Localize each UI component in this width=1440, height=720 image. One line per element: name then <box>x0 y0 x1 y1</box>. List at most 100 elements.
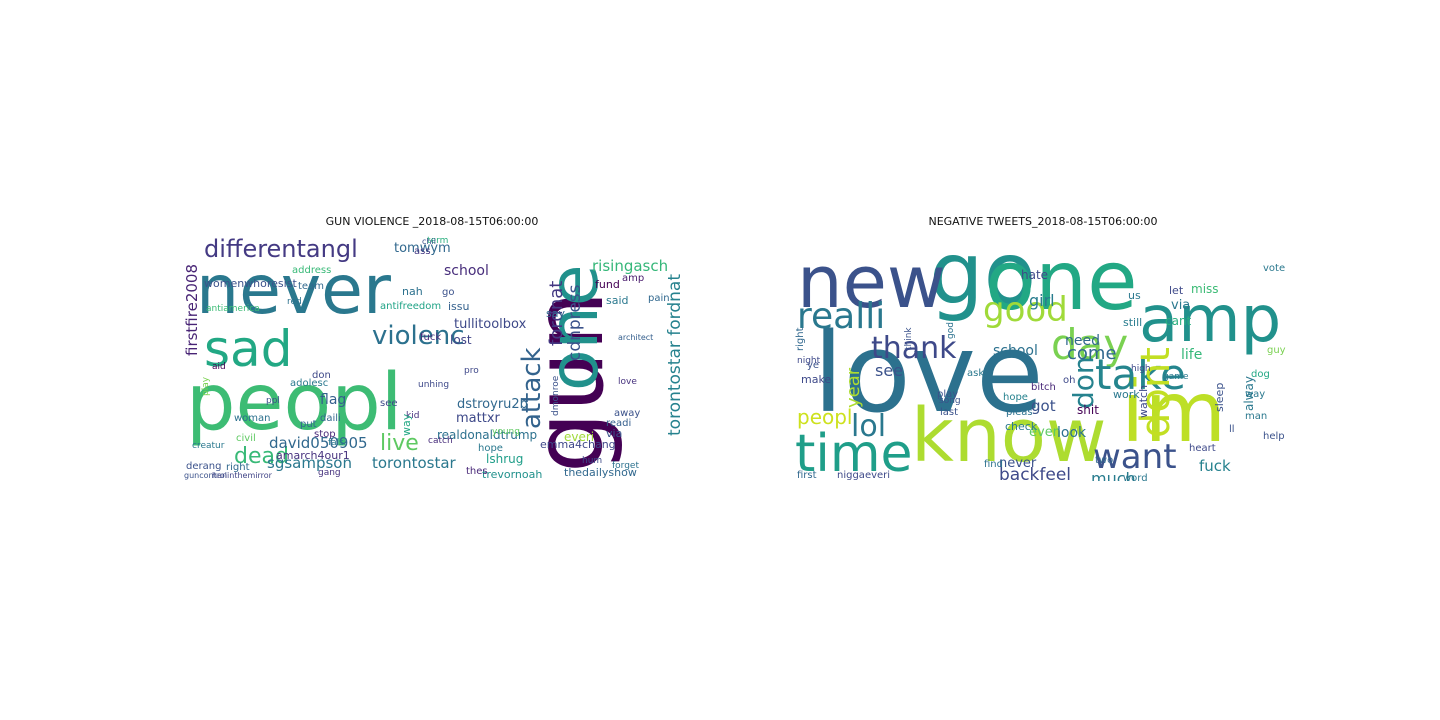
word-cloud-word: one <box>985 234 1138 329</box>
word-cloud-word: david050905 <box>269 434 368 452</box>
word-cloud-word: firstfire2008 <box>183 264 201 356</box>
word-cloud-word: think <box>904 327 914 350</box>
word-cloud-word: torontostar fordnat <box>665 274 682 436</box>
word-cloud-word: niggaeveri <box>837 470 890 481</box>
word-cloud-word: womenwhoresist <box>204 277 297 290</box>
word-cloud-word: address <box>292 265 331 276</box>
word-cloud-word: high <box>1131 364 1151 374</box>
word-cloud-word: derang <box>186 461 221 472</box>
word-cloud-word: us <box>1128 289 1141 302</box>
word-cloud-word: vote <box>1263 263 1285 274</box>
word-cloud-word: find <box>984 459 1003 470</box>
word-cloud-word: first <box>797 470 817 481</box>
word-cloud-word: god <box>946 322 956 339</box>
word-cloud-word: woman <box>234 413 271 424</box>
word-cloud-word: fals <box>328 438 344 448</box>
word-cloud-word: red <box>287 297 302 307</box>
word-cloud-word: time <box>795 424 912 481</box>
word-cloud-word: backfeel <box>999 465 1071 481</box>
word-cloud-word: ye <box>807 360 819 371</box>
word-cloud-word: tomwym <box>394 241 451 256</box>
word-cloud-word: take <box>1095 350 1186 399</box>
word-cloud-word: young <box>492 427 520 437</box>
word-cloud-word: oh <box>1063 375 1075 386</box>
word-cloud-word: guy <box>1267 345 1286 356</box>
word-cloud-word: dont <box>1133 347 1179 438</box>
word-cloud-word: song <box>939 396 961 406</box>
word-cloud-gun-violence: gun never peopl one sad differentangl violenc a… <box>182 231 682 481</box>
word-cloud-word: im <box>1121 363 1226 461</box>
word-cloud-word: hate <box>1021 268 1048 282</box>
word-cloud-word: torontostar <box>372 454 457 472</box>
word-cloud-word: hum <box>582 456 602 466</box>
word-cloud-word: peopl <box>797 405 853 429</box>
word-cloud-word: sad <box>204 320 292 378</box>
word-cloud-word: pain <box>648 293 670 304</box>
word-cloud-word: ll <box>1229 424 1235 435</box>
word-cloud-word: aid <box>212 362 226 372</box>
word-cloud-word: readi <box>606 418 631 429</box>
word-cloud-word: night <box>797 356 821 366</box>
word-cloud-canvas: gun never peopl one sad differentangl violenc a… <box>183 235 682 481</box>
word-cloud-word: ppl <box>266 396 280 406</box>
word-cloud-word: game <box>1163 372 1189 382</box>
word-cloud-word: work <box>1113 388 1140 401</box>
word-cloud-word: never <box>999 456 1037 471</box>
word-cloud-word: play <box>937 389 958 400</box>
word-cloud-word: never <box>196 251 391 330</box>
word-cloud-word: attack <box>517 347 547 429</box>
word-cloud-word: new <box>797 240 946 324</box>
word-cloud-word: make <box>801 373 831 386</box>
word-cloud-word: look <box>1057 425 1087 441</box>
word-cloud-word: peopl <box>186 358 402 448</box>
word-cloud-word: ask <box>967 368 984 379</box>
word-cloud-word: stop <box>314 429 336 440</box>
word-cloud-word: love <box>813 309 1044 437</box>
word-cloud-word: antiamerica <box>206 304 260 314</box>
word-cloud-word: come <box>1067 343 1117 364</box>
word-cloud-word: good <box>983 290 1068 330</box>
word-cloud-word: one <box>535 264 614 391</box>
word-cloud-word: team <box>298 281 324 292</box>
word-cloud-word: kid <box>406 411 419 421</box>
word-cloud-word: school <box>993 343 1038 359</box>
word-cloud-word: don <box>312 370 331 381</box>
word-cloud-negative-tweets: love go one new amp im know time realli good day ta… <box>793 231 1293 481</box>
word-cloud-word: amp <box>1139 283 1281 357</box>
word-cloud-word: realli <box>797 296 885 337</box>
word-cloud-word: amarch4our1 <box>276 449 350 462</box>
word-cloud-word: want <box>1093 437 1177 477</box>
word-cloud-word: hope <box>1003 392 1028 403</box>
word-cloud-word: got <box>1031 397 1056 415</box>
word-cloud-word: realdonaldtrump <box>437 428 537 442</box>
word-cloud-word: way <box>1245 389 1265 400</box>
word-cloud-word: two <box>1095 455 1113 466</box>
word-cloud-word: unhing <box>418 380 449 390</box>
word-cloud-word: amp <box>622 273 644 284</box>
word-cloud-word: creatur <box>192 441 225 451</box>
word-cloud-word: right <box>226 462 250 473</box>
word-cloud-word: much <box>1091 469 1136 481</box>
word-cloud-word: play <box>201 376 211 396</box>
word-cloud-word: alway <box>1242 376 1256 411</box>
word-cloud-word: pro <box>464 366 479 376</box>
word-cloud-word: put <box>300 419 317 430</box>
word-cloud-word: sgsampson <box>267 454 352 472</box>
word-cloud-word: watch <box>1137 385 1150 418</box>
word-cloud-word: school <box>444 263 489 279</box>
word-cloud-word: pleas <box>1006 407 1033 418</box>
word-cloud-word: gun <box>513 290 625 473</box>
word-cloud-word: go <box>442 287 454 298</box>
word-cloud-word: lost <box>450 333 472 347</box>
word-cloud-word: know <box>911 393 1107 479</box>
word-cloud-word: day <box>1051 320 1128 369</box>
word-cloud-word: violenc <box>372 321 465 351</box>
word-cloud-word: dog <box>1251 369 1270 380</box>
word-cloud-word: said <box>606 294 629 307</box>
word-cloud-word: year <box>843 367 864 408</box>
word-cloud-word: fuck <box>420 332 441 343</box>
word-cloud-word: check <box>1005 420 1038 433</box>
panel-title-gun-violence: GUN VIOLENCE _2018-08-15T06:00:00 <box>325 215 539 228</box>
word-cloud-word: wanna <box>1197 478 1243 481</box>
